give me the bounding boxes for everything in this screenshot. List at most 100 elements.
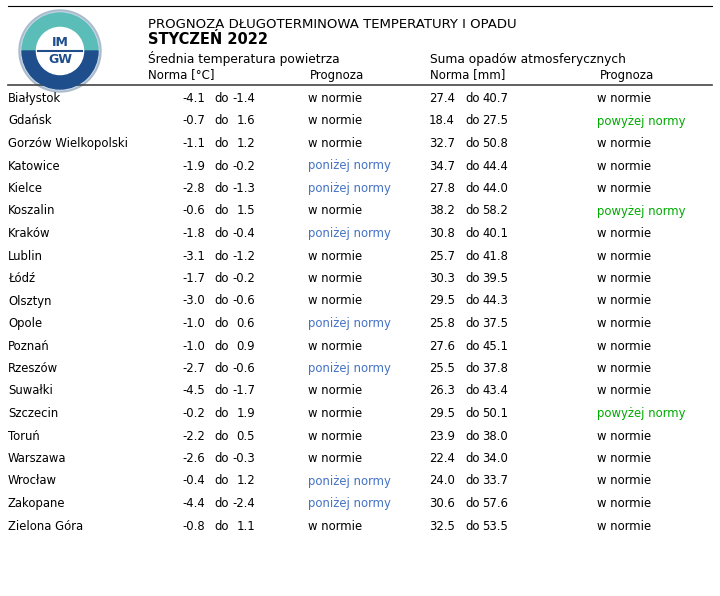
Text: w normie: w normie [308, 407, 362, 420]
Wedge shape [22, 51, 98, 89]
Text: w normie: w normie [597, 137, 651, 150]
Text: 57.6: 57.6 [482, 497, 508, 510]
Text: w normie: w normie [308, 430, 362, 442]
Text: 32.5: 32.5 [429, 520, 455, 532]
Text: -1.4: -1.4 [232, 92, 255, 105]
Text: 40.7: 40.7 [482, 92, 508, 105]
Text: w normie: w normie [597, 474, 651, 488]
Text: poniżej normy: poniżej normy [308, 227, 391, 240]
Text: -0.2: -0.2 [182, 407, 205, 420]
Text: 44.0: 44.0 [482, 182, 508, 195]
Text: Gdańsk: Gdańsk [8, 114, 52, 128]
Text: 32.7: 32.7 [429, 137, 455, 150]
Text: w normie: w normie [308, 137, 362, 150]
Text: -0.2: -0.2 [233, 272, 255, 285]
Text: do: do [215, 137, 229, 150]
Text: -1.0: -1.0 [182, 340, 205, 352]
Text: w normie: w normie [308, 452, 362, 465]
Text: -1.2: -1.2 [232, 250, 255, 262]
Text: do: do [466, 520, 480, 532]
Text: do: do [466, 182, 480, 195]
Text: 18.4: 18.4 [429, 114, 455, 128]
Text: w normie: w normie [308, 384, 362, 398]
Text: Opole: Opole [8, 317, 42, 330]
Text: Wrocław: Wrocław [8, 474, 57, 488]
Text: do: do [466, 92, 480, 105]
Text: w normie: w normie [597, 317, 651, 330]
Text: do: do [466, 160, 480, 172]
Text: w normie: w normie [597, 272, 651, 285]
Text: Warszawa: Warszawa [8, 452, 66, 465]
Text: do: do [215, 452, 229, 465]
Text: 34.7: 34.7 [429, 160, 455, 172]
Text: do: do [215, 294, 229, 308]
Text: 58.2: 58.2 [482, 204, 508, 218]
Text: do: do [466, 204, 480, 218]
Text: Gorzów Wielkopolski: Gorzów Wielkopolski [8, 137, 128, 150]
Text: powyżej normy: powyżej normy [597, 204, 685, 218]
Text: Szczecin: Szczecin [8, 407, 58, 420]
Text: poniżej normy: poniżej normy [308, 317, 391, 330]
Text: do: do [215, 250, 229, 262]
Text: 29.5: 29.5 [429, 407, 455, 420]
Text: do: do [215, 340, 229, 352]
Text: -1.0: -1.0 [182, 317, 205, 330]
Text: -1.9: -1.9 [182, 160, 205, 172]
Text: -2.2: -2.2 [182, 430, 205, 442]
Text: -1.7: -1.7 [232, 384, 255, 398]
Text: IM: IM [52, 36, 68, 49]
Text: w normie: w normie [597, 92, 651, 105]
Text: Rzeszów: Rzeszów [8, 362, 58, 375]
Text: w normie: w normie [597, 362, 651, 375]
Text: w normie: w normie [308, 272, 362, 285]
Text: 44.4: 44.4 [482, 160, 508, 172]
Wedge shape [22, 13, 98, 51]
Text: 25.5: 25.5 [429, 362, 455, 375]
Text: 1.5: 1.5 [236, 204, 255, 218]
Text: Kraków: Kraków [8, 227, 50, 240]
Text: Zakopane: Zakopane [8, 497, 66, 510]
Text: w normie: w normie [308, 92, 362, 105]
Text: 45.1: 45.1 [482, 340, 508, 352]
Text: do: do [466, 474, 480, 488]
Text: 30.3: 30.3 [429, 272, 455, 285]
Text: do: do [466, 407, 480, 420]
Text: 0.6: 0.6 [236, 317, 255, 330]
Text: 38.2: 38.2 [429, 204, 455, 218]
Text: -2.7: -2.7 [182, 362, 205, 375]
Text: 53.5: 53.5 [482, 520, 508, 532]
Circle shape [37, 27, 84, 74]
Text: 37.5: 37.5 [482, 317, 508, 330]
Text: w normie: w normie [597, 227, 651, 240]
Text: do: do [466, 294, 480, 308]
Text: 27.8: 27.8 [429, 182, 455, 195]
Text: 22.4: 22.4 [429, 452, 455, 465]
Text: w normie: w normie [597, 294, 651, 308]
Text: do: do [215, 272, 229, 285]
Text: w normie: w normie [597, 182, 651, 195]
Text: -3.1: -3.1 [182, 250, 205, 262]
Text: do: do [466, 497, 480, 510]
Text: Norma [°C]: Norma [°C] [148, 69, 215, 82]
Text: -2.4: -2.4 [233, 497, 255, 510]
Text: 1.9: 1.9 [236, 407, 255, 420]
Text: do: do [215, 520, 229, 532]
Text: do: do [215, 182, 229, 195]
Text: Lublin: Lublin [8, 250, 43, 262]
Text: 44.3: 44.3 [482, 294, 508, 308]
Text: 1.2: 1.2 [236, 474, 255, 488]
Text: poniżej normy: poniżej normy [308, 182, 391, 195]
Text: 25.8: 25.8 [429, 317, 455, 330]
Text: w normie: w normie [597, 497, 651, 510]
Text: 25.7: 25.7 [429, 250, 455, 262]
Text: Średnia temperatura powietrza: Średnia temperatura powietrza [148, 51, 340, 67]
Text: 30.6: 30.6 [429, 497, 455, 510]
Text: do: do [215, 160, 229, 172]
Text: -1.1: -1.1 [182, 137, 205, 150]
Text: Olsztyn: Olsztyn [8, 294, 52, 308]
Text: w normie: w normie [597, 160, 651, 172]
Text: Suma opadów atmosferycznych: Suma opadów atmosferycznych [430, 52, 626, 66]
Text: -0.7: -0.7 [182, 114, 205, 128]
Text: Suwałki: Suwałki [8, 384, 53, 398]
Text: 26.3: 26.3 [429, 384, 455, 398]
